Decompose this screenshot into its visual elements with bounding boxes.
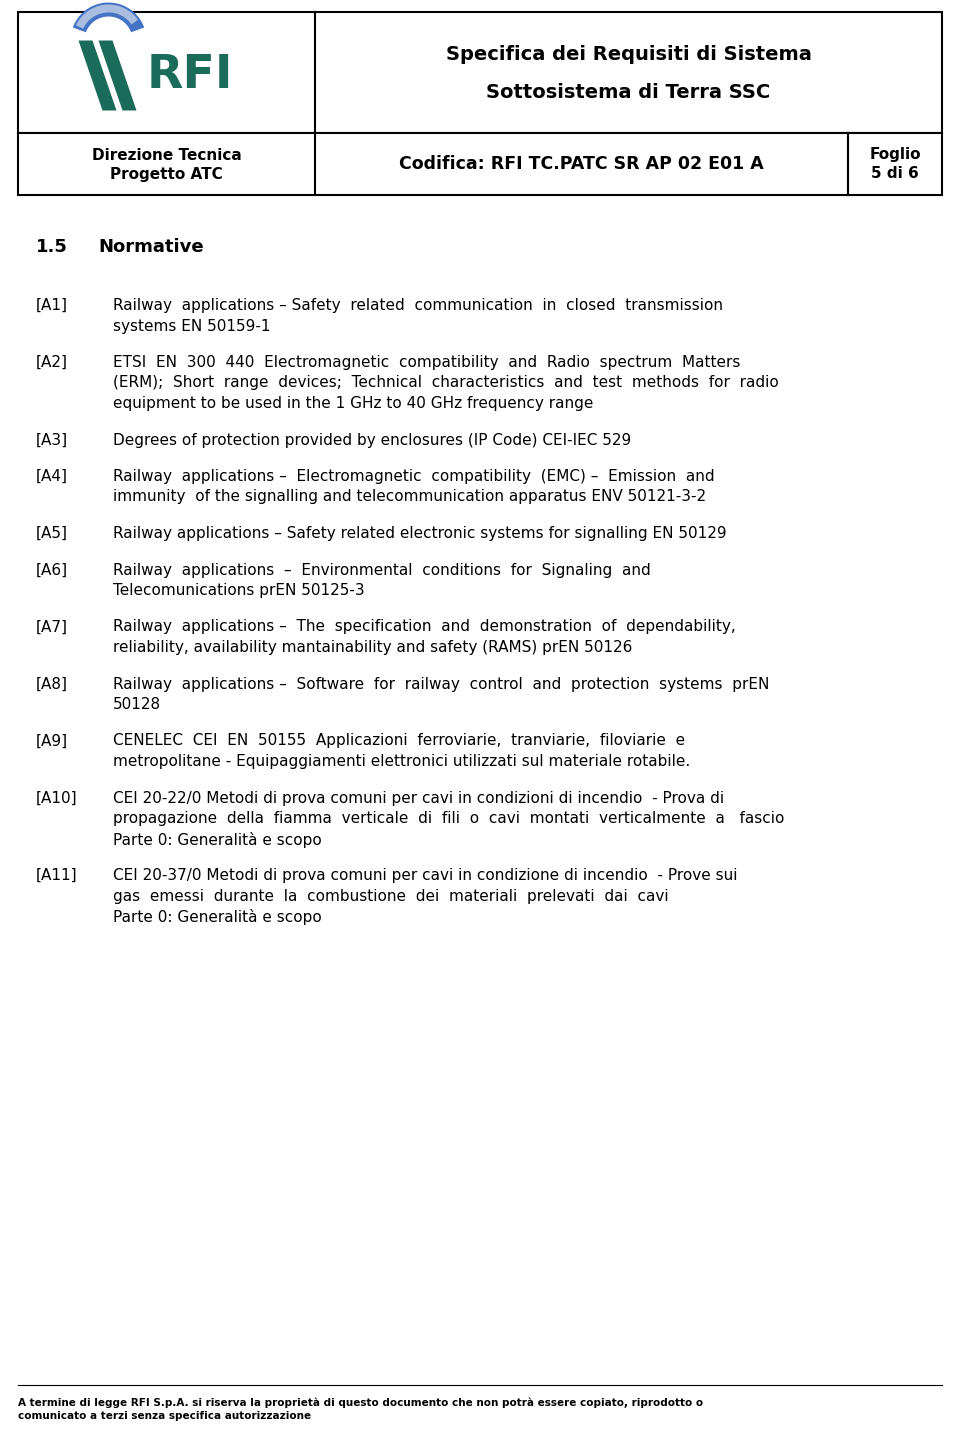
Text: gas  emessi  durante  la  combustione  dei  materiali  prelevati  dai  cavi: gas emessi durante la combustione dei ma… xyxy=(113,888,668,904)
Text: metropolitane - Equipaggiamenti elettronici utilizzati sul materiale rotabile.: metropolitane - Equipaggiamenti elettron… xyxy=(113,754,690,769)
Text: 1.5: 1.5 xyxy=(36,237,68,256)
Text: Railway  applications  –  Environmental  conditions  for  Signaling  and: Railway applications – Environmental con… xyxy=(113,562,651,578)
Text: Progetto ATC: Progetto ATC xyxy=(110,166,223,182)
Text: 5 di 6: 5 di 6 xyxy=(871,166,919,182)
Text: systems EN 50159-1: systems EN 50159-1 xyxy=(113,319,271,333)
Text: ETSI  EN  300  440  Electromagnetic  compatibility  and  Radio  spectrum  Matter: ETSI EN 300 440 Electromagnetic compatib… xyxy=(113,355,740,370)
Text: Telecomunications prEN 50125-3: Telecomunications prEN 50125-3 xyxy=(113,582,365,598)
Text: [A2]: [A2] xyxy=(36,355,68,370)
Text: immunity  of the signalling and telecommunication apparatus ENV 50121-3-2: immunity of the signalling and telecommu… xyxy=(113,489,707,504)
Text: Railway  applications –  The  specification  and  demonstration  of  dependabili: Railway applications – The specification… xyxy=(113,619,735,635)
Bar xyxy=(18,12,942,132)
Polygon shape xyxy=(99,41,136,111)
Text: Railway  applications –  Electromagnetic  compatibility  (EMC) –  Emission  and: Railway applications – Electromagnetic c… xyxy=(113,469,714,483)
Text: (ERM);  Short  range  devices;  Technical  characteristics  and  test  methods  : (ERM); Short range devices; Technical ch… xyxy=(113,376,779,390)
Text: 50128: 50128 xyxy=(113,697,161,712)
Polygon shape xyxy=(76,4,138,29)
Text: [A10]: [A10] xyxy=(36,791,78,805)
Text: Railway  applications – Safety  related  communication  in  closed  transmission: Railway applications – Safety related co… xyxy=(113,298,723,313)
Text: [A8]: [A8] xyxy=(36,677,68,692)
Text: propagazione  della  fiamma  verticale  di  fili  o  cavi  montati  verticalment: propagazione della fiamma verticale di f… xyxy=(113,811,784,826)
Bar xyxy=(18,132,942,195)
Text: CEI 20-37/0 Metodi di prova comuni per cavi in condizione di incendio  - Prove s: CEI 20-37/0 Metodi di prova comuni per c… xyxy=(113,868,737,882)
Text: CEI 20-22/0 Metodi di prova comuni per cavi in condizioni di incendio  - Prova d: CEI 20-22/0 Metodi di prova comuni per c… xyxy=(113,791,724,805)
Text: [A5]: [A5] xyxy=(36,526,68,542)
Text: Sottosistema di Terra SSC: Sottosistema di Terra SSC xyxy=(487,83,771,102)
Text: Normative: Normative xyxy=(98,237,204,256)
Polygon shape xyxy=(73,3,144,32)
Text: Degrees of protection provided by enclosures (IP Code) CEI-IEC 529: Degrees of protection provided by enclos… xyxy=(113,432,632,447)
Text: [A7]: [A7] xyxy=(36,619,68,635)
Text: [A11]: [A11] xyxy=(36,868,78,882)
Text: [A3]: [A3] xyxy=(36,432,68,447)
Text: [A4]: [A4] xyxy=(36,469,68,483)
Text: A termine di legge RFI S.p.A. si riserva la proprietà di questo documento che no: A termine di legge RFI S.p.A. si riserva… xyxy=(18,1396,703,1408)
Text: Codifica: RFI TC.PATC SR AP 02 E01 A: Codifica: RFI TC.PATC SR AP 02 E01 A xyxy=(399,154,764,173)
Text: Railway  applications –  Software  for  railway  control  and  protection  syste: Railway applications – Software for rail… xyxy=(113,677,769,692)
Text: [A1]: [A1] xyxy=(36,298,68,313)
Text: Parte 0: Generalità e scopo: Parte 0: Generalità e scopo xyxy=(113,831,322,847)
Text: CENELEC  CEI  EN  50155  Applicazioni  ferroviarie,  tranviarie,  filoviarie  e: CENELEC CEI EN 50155 Applicazioni ferrov… xyxy=(113,734,685,748)
Polygon shape xyxy=(79,41,116,111)
Text: Direzione Tecnica: Direzione Tecnica xyxy=(91,147,241,163)
Text: RFI: RFI xyxy=(147,52,233,98)
Text: equipment to be used in the 1 GHz to 40 GHz frequency range: equipment to be used in the 1 GHz to 40 … xyxy=(113,396,593,411)
Text: Parte 0: Generalità e scopo: Parte 0: Generalità e scopo xyxy=(113,909,322,925)
Text: comunicato a terzi senza specifica autorizzazione: comunicato a terzi senza specifica autor… xyxy=(18,1411,311,1421)
Text: reliability, availability mantainability and safety (RAMS) prEN 50126: reliability, availability mantainability… xyxy=(113,641,633,655)
Text: Foglio: Foglio xyxy=(869,147,921,163)
Text: [A6]: [A6] xyxy=(36,562,68,578)
Text: Railway applications – Safety related electronic systems for signalling EN 50129: Railway applications – Safety related el… xyxy=(113,526,727,542)
Text: [A9]: [A9] xyxy=(36,734,68,748)
Text: Specifica dei Requisiti di Sistema: Specifica dei Requisiti di Sistema xyxy=(445,45,811,64)
